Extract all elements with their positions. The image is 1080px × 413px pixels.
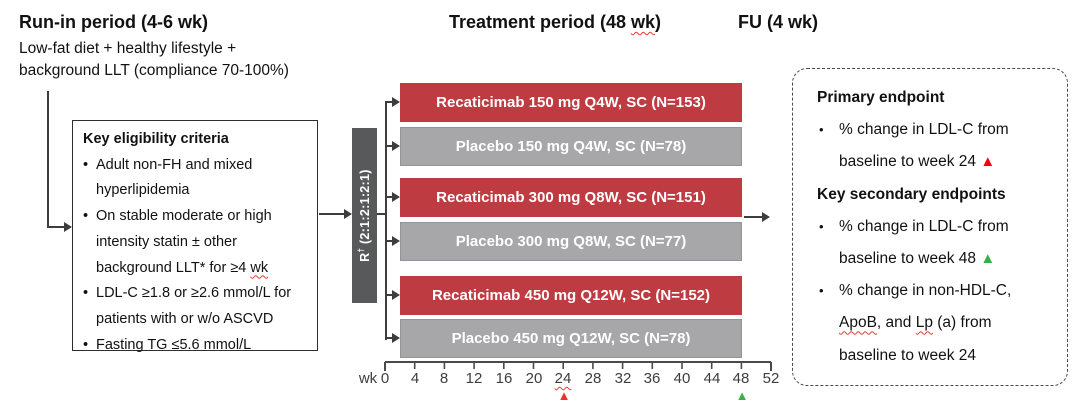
arm-bar-recaticimab-450-q12w: Recaticimab 450 mg Q12W, SC (N=152) — [400, 276, 742, 315]
branch-line — [386, 240, 394, 242]
eligibility-box: Key eligibility criteria • Adult non-FH … — [72, 120, 318, 353]
eligibility-item-wk: wk — [250, 259, 269, 276]
secondary-endpoint-item-ldlc48: • % change in LDL-C from baseline to wee… — [817, 211, 1053, 275]
eligibility-item-text: Adult non-FH and mixed hyperlipidemia — [96, 156, 253, 199]
randomization-ratio: (2:1:2:1:2:1) — [358, 169, 373, 248]
green-triangle-icon: ▲ — [980, 250, 996, 268]
branch-arrowhead-icon — [392, 333, 400, 343]
bullet-icon: • — [83, 208, 89, 225]
runin-period-title: Run-in period (4-6 wk) — [19, 12, 208, 32]
eligibility-to-randomization-arrowhead-icon — [344, 209, 352, 219]
timeline-tick-label-44: 44 — [703, 370, 721, 387]
bullet-icon: • — [83, 156, 89, 173]
primary-endpoint-week24-marker-icon: ▲ — [557, 388, 571, 403]
branch-line — [386, 101, 394, 103]
branch-line — [386, 337, 394, 339]
secondary-endpoint-list: • % change in LDL-C from baseline to wee… — [817, 211, 1053, 372]
arms-to-endpoints-arrowhead-icon — [762, 212, 770, 222]
timeline-tick-label-52: 52 — [762, 370, 780, 387]
secondary-endpoint-text: % change in non-HDL-C, — [839, 282, 1012, 300]
arm-bar-placebo-300-q8w: Placebo 300 mg Q8W, SC (N=77) — [400, 222, 742, 261]
timeline-ruler — [384, 361, 772, 371]
branch-arrowhead-icon — [392, 141, 400, 151]
runin-connector-vertical-line — [47, 91, 49, 228]
secondary-endpoint-apob: ApoB — [839, 314, 877, 332]
key-secondary-endpoints-title: Key secondary endpoints — [817, 185, 1006, 203]
timeline-tick-label-36: 36 — [643, 370, 661, 387]
randomization-label: R† (2:1:2:1:2:1) — [357, 169, 372, 262]
arm-bar-recaticimab-300-q8w: Recaticimab 300 mg Q8W, SC (N=151) — [400, 178, 742, 217]
eligibility-item-text: On stable moderate or high intensity sta… — [96, 208, 272, 276]
eligibility-item-text: Fasting TG ≤5.6 mmol/L — [96, 336, 252, 353]
treatment-title-text: Treatment period (48 — [448, 12, 632, 32]
primary-endpoint-list: • % change in LDL-C from baseline to wee… — [817, 114, 1053, 178]
arm-bar-placebo-150-q4w: Placebo 150 mg Q4W, SC (N=78) — [400, 127, 742, 166]
primary-endpoint-text: % change in LDL-C from baseline to week … — [839, 121, 1009, 171]
secondary-endpoint-item-lipids: • % change in non-HDL-C, ApoB, and Lp (a… — [817, 275, 1053, 372]
branch-trunk-line — [385, 101, 387, 340]
bullet-icon: • — [819, 122, 824, 138]
primary-endpoint-title: Primary endpoint — [817, 89, 945, 106]
dagger-icon: † — [356, 247, 366, 253]
primary-endpoint-item: • % change in LDL-C from baseline to wee… — [817, 114, 1053, 178]
eligibility-to-randomization-line — [319, 213, 345, 215]
branch-line — [386, 145, 394, 147]
branch-arrowhead-icon — [392, 290, 400, 300]
bullet-icon: • — [83, 285, 89, 302]
treatment-title-wk: wk — [631, 12, 656, 32]
timeline-tick-label-32: 32 — [614, 370, 632, 387]
secondary-endpoint-text: , and — [876, 314, 916, 332]
timeline-tick-label-0: 0 — [380, 370, 390, 387]
bullet-icon: • — [819, 218, 824, 234]
arms-to-endpoints-line — [744, 216, 762, 218]
red-triangle-icon: ▲ — [980, 153, 996, 171]
eligibility-item-ldlc: • LDL-C ≥1.8 or ≥2.6 mmol/L for patients… — [83, 281, 309, 332]
eligibility-item-text: LDL-C ≥1.8 or ≥2.6 mmol/L for patients w… — [96, 285, 292, 327]
timeline-tick-label-28: 28 — [584, 370, 602, 387]
eligibility-item-statin: • On stable moderate or high intensity s… — [83, 204, 309, 281]
timeline-tick-label-48: 48 — [732, 370, 750, 387]
branch-arrowhead-icon — [392, 192, 400, 202]
timeline-tick-label-16: 16 — [495, 370, 513, 387]
eligibility-item-tg: • Fasting TG ≤5.6 mmol/L — [83, 333, 309, 359]
eligibility-item-population: • Adult non-FH and mixed hyperlipidemia — [83, 153, 309, 204]
timeline-tick-label-4: 4 — [410, 370, 420, 387]
branch-line — [386, 196, 394, 198]
timeline-tick-label-24: 24 — [554, 370, 572, 387]
treatment-title-close: ) — [655, 12, 662, 32]
bullet-icon: • — [83, 336, 89, 353]
treatment-period-title: Treatment period (48 wk) — [390, 12, 720, 33]
runin-period-subtitle: Low-fat diet + healthy lifestyle + backg… — [19, 40, 289, 79]
branch-arrowhead-icon — [392, 236, 400, 246]
timeline-tick-label-8: 8 — [439, 370, 449, 387]
timeline-tick-label-20: 20 — [525, 370, 543, 387]
eligibility-title: Key eligibility criteria — [83, 131, 229, 147]
fu-period-title: FU (4 wk) — [738, 12, 819, 32]
secondary-endpoint-text: % change in LDL-C from baseline to week … — [839, 217, 1009, 268]
runin-connector-arrowhead-icon — [64, 222, 72, 232]
timeline-tick-label-12: 12 — [465, 370, 483, 387]
bullet-icon: • — [819, 283, 824, 299]
secondary-endpoint-text: (a) from baseline to week 24 — [839, 314, 992, 364]
eligibility-list: • Adult non-FH and mixed hyperlipidemia … — [83, 153, 309, 359]
secondary-endpoint-week48-marker-icon: ▲ — [735, 388, 749, 403]
branch-arrowhead-icon — [392, 97, 400, 107]
timeline-unit-label: wk — [358, 370, 378, 387]
secondary-endpoint-lp: Lp — [915, 314, 933, 332]
branch-line — [386, 294, 394, 296]
randomization-r: R — [358, 252, 373, 262]
arm-bar-recaticimab-150-q4w: Recaticimab 150 mg Q4W, SC (N=153) — [400, 83, 742, 122]
arm-bar-placebo-450-q12w: Placebo 450 mg Q12W, SC (N=78) — [400, 319, 742, 358]
timeline-tick-label-40: 40 — [673, 370, 691, 387]
runin-connector-horizontal-line — [47, 226, 65, 228]
randomization-box: R† (2:1:2:1:2:1) — [352, 128, 377, 303]
randomization-to-trunk-line — [377, 213, 386, 215]
endpoints-box: Primary endpoint • % change in LDL-C fro… — [792, 68, 1068, 386]
